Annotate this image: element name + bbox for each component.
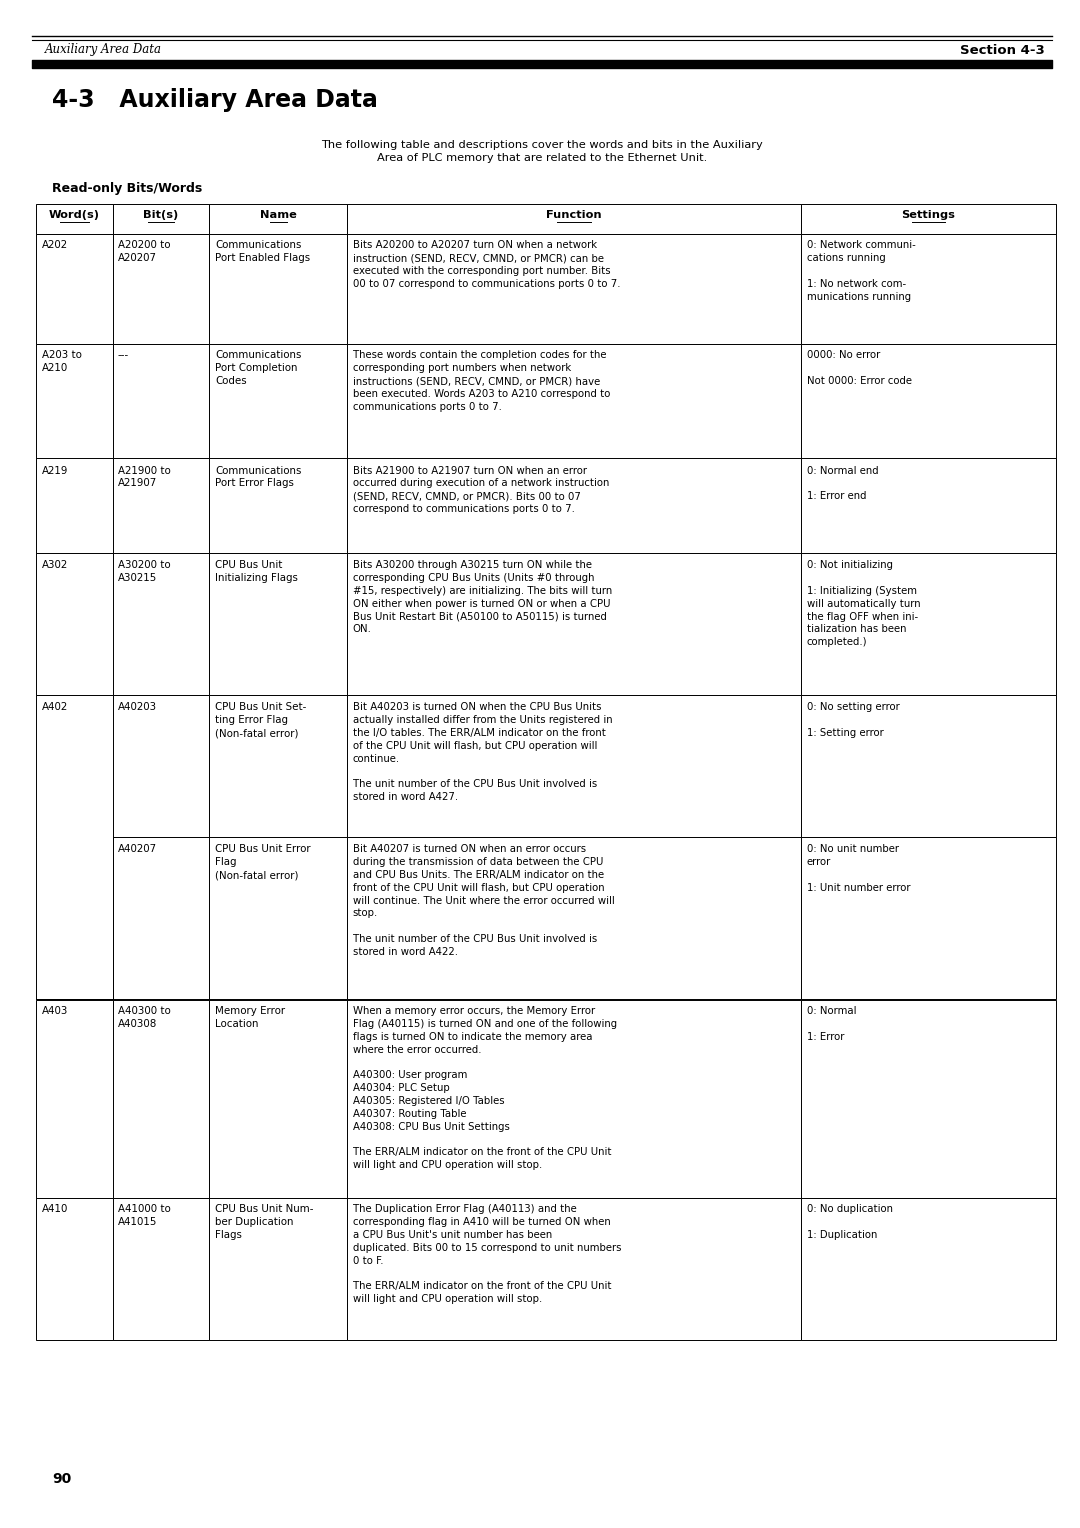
Bar (801, 553, 1056, 695)
Bar (36, 458, 112, 553)
Bar (801, 458, 1056, 553)
Bar (210, 344, 347, 458)
Text: Communications
Port Enabled Flags: Communications Port Enabled Flags (215, 240, 310, 263)
Text: Name: Name (260, 209, 297, 220)
Text: A20200 to
A20207: A20200 to A20207 (118, 240, 171, 263)
Bar (801, 695, 1056, 837)
Text: A202: A202 (41, 240, 68, 251)
Bar (801, 205, 1056, 234)
Bar (36, 344, 112, 458)
Bar (801, 837, 1056, 999)
Text: The following table and descriptions cover the words and bits in the Auxiliary
A: The following table and descriptions cov… (321, 141, 762, 163)
Text: Bit A40203 is turned ON when the CPU Bus Units
actually installed differ from th: Bit A40203 is turned ON when the CPU Bus… (352, 703, 612, 802)
Text: Section 4-3: Section 4-3 (960, 43, 1045, 57)
Text: A302: A302 (41, 561, 68, 570)
Text: A21900 to
A21907: A21900 to A21907 (118, 466, 171, 489)
Bar (112, 695, 210, 837)
Text: 0: Normal

1: Error: 0: Normal 1: Error (807, 1007, 856, 1042)
Text: CPU Bus Unit Error
Flag
(Non-fatal error): CPU Bus Unit Error Flag (Non-fatal error… (215, 845, 311, 880)
Text: CPU Bus Unit
Initializing Flags: CPU Bus Unit Initializing Flags (215, 561, 298, 584)
Bar (801, 999, 1056, 1198)
Text: 0: Not initializing

1: Initializing (System
will automatically turn
the flag OF: 0: Not initializing 1: Initializing (Sys… (807, 561, 920, 648)
Bar (347, 1198, 801, 1340)
Text: 0000: No error

Not 0000: Error code: 0000: No error Not 0000: Error code (807, 350, 912, 387)
Bar (801, 344, 1056, 458)
Text: A402: A402 (41, 703, 68, 712)
Text: Read-only Bits/Words: Read-only Bits/Words (52, 182, 202, 196)
Text: CPU Bus Unit Set-
ting Error Flag
(Non-fatal error): CPU Bus Unit Set- ting Error Flag (Non-f… (215, 703, 307, 738)
Bar (112, 205, 210, 234)
Bar (347, 344, 801, 458)
Bar (210, 458, 347, 553)
Bar (801, 234, 1056, 344)
Bar (112, 999, 210, 1198)
Bar (347, 999, 801, 1198)
Text: Communications
Port Error Flags: Communications Port Error Flags (215, 466, 301, 489)
Bar (347, 837, 801, 999)
Text: A40207: A40207 (118, 845, 157, 854)
Bar (36, 234, 112, 344)
Text: When a memory error occurs, the Memory Error
Flag (A40115) is turned ON and one : When a memory error occurs, the Memory E… (352, 1007, 617, 1170)
Bar (112, 837, 210, 999)
Text: Bits A21900 to A21907 turn ON when an error
occurred during execution of a netwo: Bits A21900 to A21907 turn ON when an er… (352, 466, 609, 513)
Text: Auxiliary Area Data: Auxiliary Area Data (45, 43, 162, 57)
Text: A40203: A40203 (118, 703, 157, 712)
Text: A203 to
A210: A203 to A210 (41, 350, 81, 373)
Bar (347, 205, 801, 234)
Text: 4-3   Auxiliary Area Data: 4-3 Auxiliary Area Data (52, 89, 378, 112)
Bar (36, 1198, 112, 1340)
Text: ---: --- (118, 350, 130, 361)
Bar (112, 1198, 210, 1340)
Bar (36, 553, 112, 695)
Text: Settings: Settings (902, 209, 956, 220)
Text: 0: Normal end

1: Error end: 0: Normal end 1: Error end (807, 466, 878, 501)
Bar (347, 695, 801, 837)
Bar (36, 999, 112, 1198)
Bar (210, 999, 347, 1198)
Text: A403: A403 (41, 1007, 68, 1016)
Bar (36, 837, 112, 999)
Text: 0: No duplication

1: Duplication: 0: No duplication 1: Duplication (807, 1204, 892, 1241)
Bar (801, 1198, 1056, 1340)
Bar (112, 344, 210, 458)
Text: A40300 to
A40308: A40300 to A40308 (118, 1007, 171, 1030)
Text: 0: No unit number
error

1: Unit number error: 0: No unit number error 1: Unit number e… (807, 845, 910, 892)
Bar (347, 458, 801, 553)
Bar (210, 205, 347, 234)
Bar (347, 234, 801, 344)
Bar (112, 234, 210, 344)
Text: Word(s): Word(s) (49, 209, 99, 220)
Text: These words contain the completion codes for the
corresponding port numbers when: These words contain the completion codes… (352, 350, 610, 411)
Bar (210, 837, 347, 999)
Bar (347, 553, 801, 695)
Text: 0: No setting error

1: Setting error: 0: No setting error 1: Setting error (807, 703, 900, 738)
Text: Function: Function (546, 209, 602, 220)
Text: Communications
Port Completion
Codes: Communications Port Completion Codes (215, 350, 301, 387)
Text: Bit A40207 is turned ON when an error occurs
during the transmission of data bet: Bit A40207 is turned ON when an error oc… (352, 845, 615, 957)
Text: 0: Network communi-
cations running

1: No network com-
munications running: 0: Network communi- cations running 1: N… (807, 240, 915, 301)
Bar (112, 458, 210, 553)
Text: Memory Error
Location: Memory Error Location (215, 1007, 285, 1030)
Text: A41000 to
A41015: A41000 to A41015 (118, 1204, 171, 1227)
Bar (210, 553, 347, 695)
Text: A219: A219 (41, 466, 68, 475)
Text: 90: 90 (52, 1471, 71, 1487)
Text: A410: A410 (41, 1204, 68, 1215)
Bar (210, 695, 347, 837)
Bar (36, 695, 112, 999)
Bar (210, 234, 347, 344)
Text: A30200 to
A30215: A30200 to A30215 (118, 561, 171, 584)
Bar (36, 205, 112, 234)
Text: The Duplication Error Flag (A40113) and the
corresponding flag in A410 will be t: The Duplication Error Flag (A40113) and … (352, 1204, 621, 1303)
Text: Bits A20200 to A20207 turn ON when a network
instruction (SEND, RECV, CMND, or P: Bits A20200 to A20207 turn ON when a net… (352, 240, 620, 289)
Text: Bit(s): Bit(s) (144, 209, 178, 220)
Text: CPU Bus Unit Num-
ber Duplication
Flags: CPU Bus Unit Num- ber Duplication Flags (215, 1204, 313, 1241)
Bar (210, 1198, 347, 1340)
Text: Bits A30200 through A30215 turn ON while the
corresponding CPU Bus Units (Units : Bits A30200 through A30215 turn ON while… (352, 561, 612, 634)
Bar (112, 553, 210, 695)
